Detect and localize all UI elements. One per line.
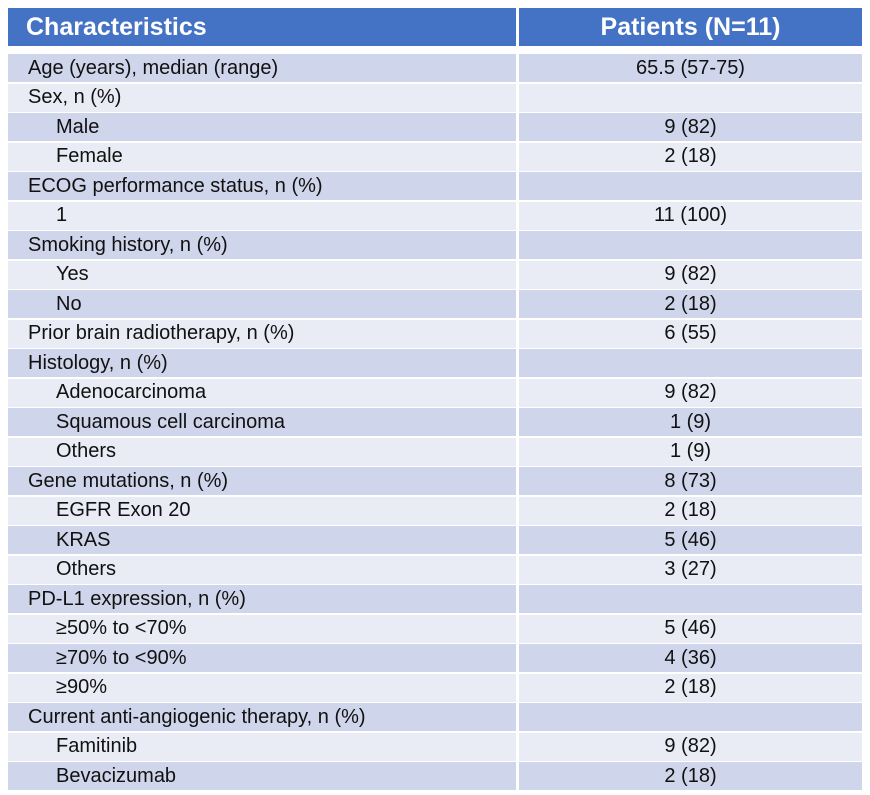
value-cell: 2 (18) xyxy=(519,496,862,525)
label-cell: ≥50% to <70% xyxy=(8,614,516,643)
value-cell: 11 (100) xyxy=(519,201,862,230)
value-cell xyxy=(519,83,862,112)
label-cell: Yes xyxy=(8,260,516,289)
value-cell xyxy=(519,231,862,259)
value-cell: 3 (27) xyxy=(519,555,862,584)
value-cell: 2 (18) xyxy=(519,762,862,790)
value-cell xyxy=(519,172,862,200)
value-cell xyxy=(519,349,862,377)
label-cell: Smoking history, n (%) xyxy=(8,231,516,259)
label-cell: Bevacizumab xyxy=(8,762,516,790)
value-cell xyxy=(519,585,862,613)
label-cell: ≥70% to <90% xyxy=(8,644,516,672)
label-cell: KRAS xyxy=(8,526,516,554)
value-cell: 2 (18) xyxy=(519,290,862,318)
label-cell: Others xyxy=(8,437,516,466)
label-cell: Gene mutations, n (%) xyxy=(8,467,516,495)
header-cell: Patients (N=11) xyxy=(519,8,862,46)
value-cell: 8 (73) xyxy=(519,467,862,495)
label-cell: Famitinib xyxy=(8,732,516,761)
value-cell: 9 (82) xyxy=(519,378,862,407)
label-cell: Others xyxy=(8,555,516,584)
label-cell: Male xyxy=(8,113,516,141)
label-cell: Squamous cell carcinoma xyxy=(8,408,516,436)
value-cell: 4 (36) xyxy=(519,644,862,672)
label-cell: Female xyxy=(8,142,516,171)
value-cell: 9 (82) xyxy=(519,113,862,141)
label-cell: ECOG performance status, n (%) xyxy=(8,172,516,200)
value-cell: 2 (18) xyxy=(519,673,862,702)
label-cell: Sex, n (%) xyxy=(8,83,516,112)
value-cell: 1 (9) xyxy=(519,437,862,466)
label-cell: EGFR Exon 20 xyxy=(8,496,516,525)
value-cell: 5 (46) xyxy=(519,614,862,643)
label-cell: Age (years), median (range) xyxy=(8,54,516,82)
value-cell: 9 (82) xyxy=(519,260,862,289)
value-cell: 9 (82) xyxy=(519,732,862,761)
value-cell: 2 (18) xyxy=(519,142,862,171)
label-cell: Histology, n (%) xyxy=(8,349,516,377)
value-cell: 5 (46) xyxy=(519,526,862,554)
value-cell: 1 (9) xyxy=(519,408,862,436)
label-cell: ≥90% xyxy=(8,673,516,702)
value-cell xyxy=(519,703,862,731)
label-cell: Prior brain radiotherapy, n (%) xyxy=(8,319,516,348)
label-cell: Current anti-angiogenic therapy, n (%) xyxy=(8,703,516,731)
value-cell: 65.5 (57-75) xyxy=(519,54,862,82)
label-cell: Adenocarcinoma xyxy=(8,378,516,407)
label-cell: No xyxy=(8,290,516,318)
header-cell: Characteristics xyxy=(8,8,516,46)
value-cell: 6 (55) xyxy=(519,319,862,348)
label-cell: 1 xyxy=(8,201,516,230)
label-cell: PD-L1 expression, n (%) xyxy=(8,585,516,613)
